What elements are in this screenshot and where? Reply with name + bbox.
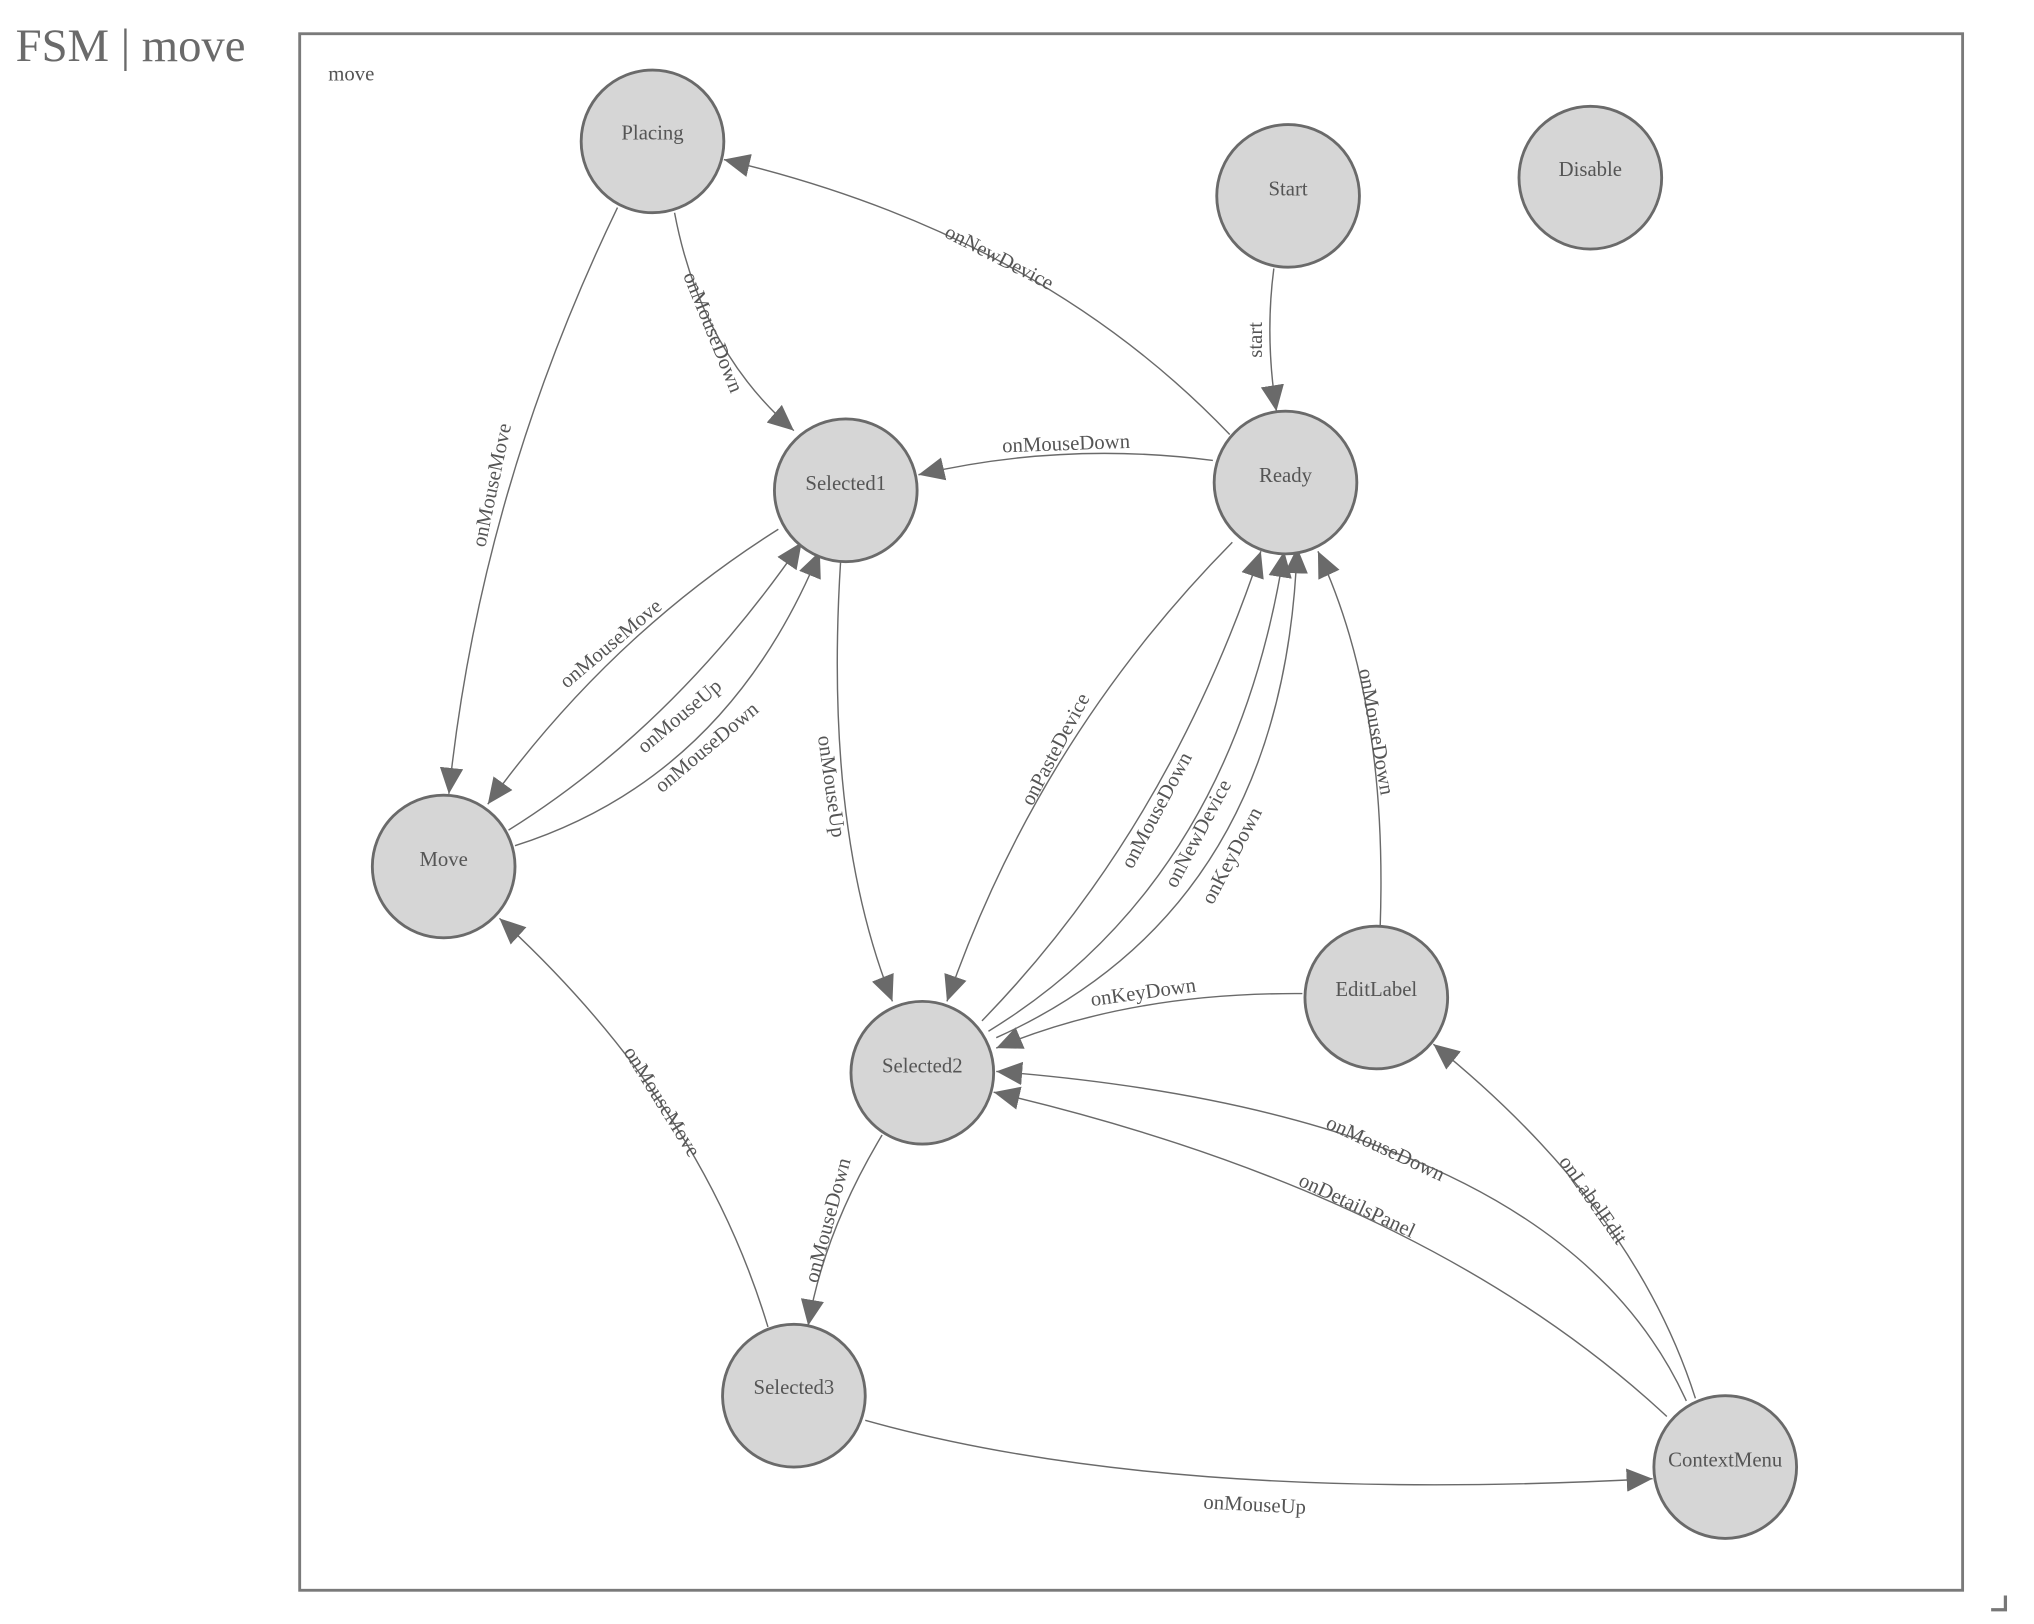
edge[interactable]: onMouseMove (498, 917, 769, 1328)
edge-label: onMouseDown (1002, 431, 1131, 457)
node-label: Selected2 (882, 1055, 963, 1077)
node-label: Ready (1259, 465, 1313, 487)
edge-label: onMouseDown (1354, 667, 1398, 797)
edge-label: onMouseUp (1203, 1491, 1307, 1518)
edge[interactable]: onMouseUp (865, 1419, 1653, 1519)
node-editlabel[interactable]: EditLabel (1303, 924, 1450, 1071)
edge[interactable]: onKeyDown (995, 974, 1303, 1049)
node-selected2[interactable]: Selected2 (849, 999, 996, 1146)
edge-label: onDetailsPanel (1295, 1170, 1418, 1243)
node-selected1[interactable]: Selected1 (773, 417, 919, 564)
page-title: FSM | move (16, 20, 246, 72)
node-move[interactable]: Move (370, 793, 517, 940)
node-label: Disable (1559, 159, 1622, 181)
edge[interactable]: onNewDevice (723, 154, 1231, 436)
node-placing[interactable]: Placing (579, 68, 726, 215)
group-label: move (328, 63, 374, 85)
edge-label: onMouseMove (619, 1043, 704, 1161)
node-label: Placing (621, 123, 683, 145)
edge-label: onMouseDown (1323, 1112, 1449, 1186)
edge[interactable]: onMouseDown (1317, 550, 1398, 927)
node-label: Start (1268, 178, 1307, 200)
node-selected3[interactable]: Selected3 (721, 1322, 867, 1469)
edge[interactable]: onMouseMove (487, 528, 779, 805)
edge-label: onMouseDown (801, 1155, 856, 1285)
edge[interactable]: onMouseDown (673, 212, 795, 432)
edge[interactable]: onMouseUp (813, 561, 894, 1002)
node-label: EditLabel (1335, 979, 1417, 1001)
group-box (298, 32, 1965, 1592)
edge-label: onMouseMove (556, 595, 666, 693)
edge[interactable]: onMouseMove (439, 207, 619, 794)
node-label: Selected1 (805, 473, 886, 495)
node-start[interactable]: Start (1215, 123, 1361, 269)
node-disable[interactable]: Disable (1517, 104, 1664, 251)
edge[interactable]: onMouseDown (918, 431, 1213, 481)
edge[interactable]: onDetailsPanel (993, 1086, 1668, 1417)
edge-label: onLabelEdit (1554, 1152, 1631, 1249)
node-ready[interactable]: Ready (1212, 409, 1359, 556)
edge[interactable]: onMouseDown (800, 1134, 883, 1326)
node-label: Move (419, 849, 467, 871)
edge[interactable]: start (1245, 268, 1284, 412)
resize-handle[interactable] (1991, 1595, 2008, 1612)
edge[interactable]: onMouseDown (514, 551, 821, 847)
edge-label: onPasteDevice (1017, 690, 1094, 809)
node-label: ContextMenu (1668, 1450, 1783, 1472)
edge-label: onMouseDown (678, 269, 747, 396)
edge[interactable]: onMouseDown (996, 1061, 1687, 1402)
node-label: Selected3 (754, 1377, 835, 1399)
edge-label: start (1245, 322, 1267, 358)
edge-label: onNewDevice (941, 221, 1057, 294)
node-contextmenu[interactable]: ContextMenu (1652, 1394, 1798, 1540)
edge-label: onMouseMove (468, 421, 516, 548)
